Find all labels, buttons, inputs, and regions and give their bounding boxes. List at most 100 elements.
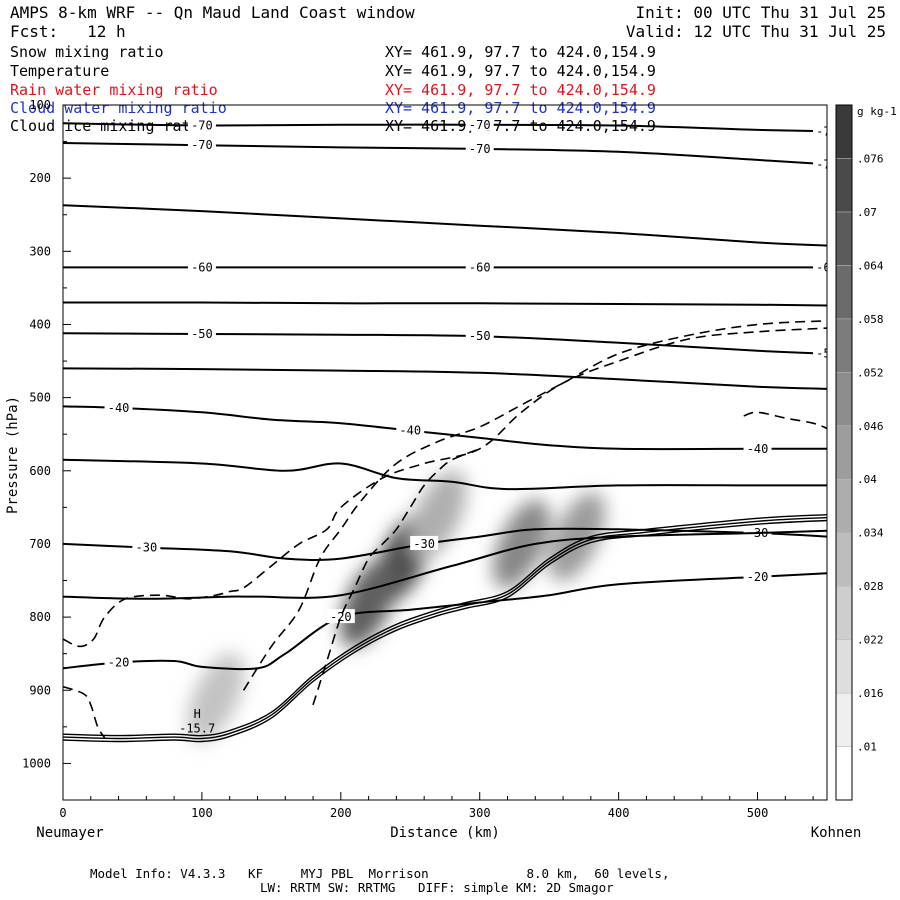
field-xy-0: XY= 461.9, 97.7 to 424.0,154.9 — [385, 43, 656, 61]
colorbar-tick-0: .01 — [857, 741, 877, 754]
field-label-0: Snow mixing ratio — [10, 43, 164, 61]
contour-label-0-0: -70 — [191, 118, 213, 132]
contour-label-0-2: -70 — [816, 124, 838, 138]
shading-blobs — [187, 470, 606, 743]
y-tick-label-1: 200 — [29, 171, 51, 185]
contour-label-bg — [813, 123, 827, 138]
temperature-contour-6 — [63, 367, 827, 390]
contour-label-bg — [743, 440, 772, 455]
y-tick-label-8: 900 — [29, 683, 51, 697]
field-label-3: Cloud water mixing ratio — [10, 99, 227, 117]
contour-label-7-2: -40 — [747, 442, 769, 456]
terrain-line-0 — [63, 514, 827, 737]
contour-label-bg — [187, 325, 216, 340]
contour-label-bg — [813, 259, 827, 274]
contour-label-bg — [743, 568, 772, 583]
y-tick-label-7: 800 — [29, 610, 51, 624]
colorbar-tick-3: .028 — [857, 580, 884, 593]
temperature-contour-8 — [63, 458, 827, 491]
field-xy-1: XY= 461.9, 97.7 to 424.0,154.9 — [385, 62, 656, 80]
annotation-1: -15.7 — [179, 722, 215, 736]
axes: 0 100 200 300 400 500 100 200 300 400 500 600 700 800… — [22, 98, 814, 820]
colorbar-cell-5 — [835, 478, 853, 533]
y-tick-label-2: 300 — [29, 244, 51, 258]
temperature-contour-5 — [63, 332, 827, 355]
temperature-contour-10 — [63, 529, 827, 600]
y-axis-label: Pressure (hPa) — [5, 396, 21, 514]
temperature-contour-2 — [63, 204, 827, 247]
chart-title: AMPS 8-km WRF -- Qn Maud Land Coast wind… — [10, 3, 415, 22]
colorbar-cell-8 — [835, 318, 853, 373]
dashed-contour-2 — [242, 320, 827, 691]
model-info-line1: Model Info: V4.3.3 KF MYJ PBL Morrison 8… — [90, 866, 670, 881]
x-tick-label-0: 0 — [59, 806, 66, 820]
x-axis-label: Distance (km) — [390, 825, 500, 841]
shaded-region-5 — [187, 653, 245, 743]
contour-label-11-2: -20 — [747, 570, 769, 584]
shaded-region-2 — [492, 499, 550, 589]
contour-label-1-0: -70 — [191, 138, 213, 152]
colorbar-cell-4 — [835, 532, 853, 587]
contour-label-11-1: -20 — [330, 610, 352, 624]
contour-label-bg — [813, 156, 827, 171]
x-tick-label-5: 500 — [747, 806, 769, 820]
contour-label-bg — [410, 535, 439, 550]
y-tick-label-4: 500 — [29, 391, 51, 405]
contour-label-bg — [187, 259, 216, 274]
field-label-1: Temperature — [10, 62, 110, 80]
terrain-line-2 — [63, 519, 827, 743]
x-tick-label-4: 400 — [608, 806, 630, 820]
contour-label-bg — [465, 140, 494, 155]
colorbar-cell-10 — [835, 211, 853, 266]
temperature-contour-4 — [63, 301, 827, 307]
plot-frame — [62, 104, 828, 801]
colorbar-tick-8: .058 — [857, 313, 884, 326]
contour-label-5-2: -50 — [816, 347, 838, 361]
terrain-line-1 — [63, 516, 827, 740]
model-info-line2: LW: RRTM SW: RRTMG DIFF: simple KM: 2D S… — [260, 880, 614, 895]
annotation-0: H — [194, 707, 201, 721]
contour-label-7-0: -40 — [108, 401, 130, 415]
valid-time: Valid: 12 UTC Thu 31 Jul 25 — [625, 22, 886, 41]
colorbar-unit: g kg-1 — [857, 105, 897, 118]
shaded-region-3 — [548, 492, 606, 582]
colorbar-cell-3 — [835, 585, 853, 640]
field-label-2: Rain water mixing ratio — [10, 81, 218, 99]
contour-label-9-0: -30 — [136, 541, 158, 555]
temperature-contours: -70 -70 -70 -70 -70 -70 -60 -60 -60 -50 -50 -50 -40 -… — [63, 116, 838, 671]
contour-label-5-0: -50 — [191, 327, 213, 341]
colorbar-tick-5: .04 — [857, 473, 877, 486]
contour-label-bg — [187, 117, 216, 132]
annotations: H-15.7 — [179, 707, 215, 736]
contour-label-5-1: -50 — [469, 329, 491, 343]
colorbar-tick-11: .076 — [857, 152, 884, 165]
colorbar-cell-6 — [835, 425, 853, 480]
field-xy-2: XY= 461.9, 97.7 to 424.0,154.9 — [385, 81, 656, 99]
colorbar-cell-1 — [835, 692, 853, 747]
colorbar-tick-2: .022 — [857, 634, 884, 647]
y-tick-label-6: 700 — [29, 537, 51, 551]
dashed-contour-1 — [63, 327, 827, 648]
contour-label-bg — [326, 609, 355, 624]
y-tick-label-0: 100 — [29, 98, 51, 112]
dashed-contours — [63, 320, 827, 739]
colorbar-cell-12 — [835, 104, 853, 159]
temperature-contour-11 — [63, 572, 827, 671]
temperature-contour-7 — [63, 405, 827, 451]
colorbar-cell-11 — [835, 158, 853, 213]
colorbar-tick-6: .046 — [857, 420, 884, 433]
y-tick-label-5: 600 — [29, 464, 51, 478]
colorbar: .01 .016 .022 .028 .034 .04 .046 .052 .058 .064 .0… — [835, 104, 897, 801]
colorbar-cell-7 — [835, 372, 853, 427]
dashed-contour-3 — [312, 448, 481, 706]
terrain-lines — [63, 514, 827, 743]
contour-label-7-1: -40 — [399, 424, 421, 438]
contour-label-bg — [396, 422, 425, 437]
contour-label-bg — [465, 259, 494, 274]
x-left-label: Neumayer — [36, 825, 103, 841]
forecast-hour: Fcst: 12 h — [10, 22, 126, 41]
mixing-ratio-shading — [187, 470, 606, 743]
y-tick-label-3: 400 — [29, 317, 51, 331]
contour-label-0-1: -70 — [469, 118, 491, 132]
